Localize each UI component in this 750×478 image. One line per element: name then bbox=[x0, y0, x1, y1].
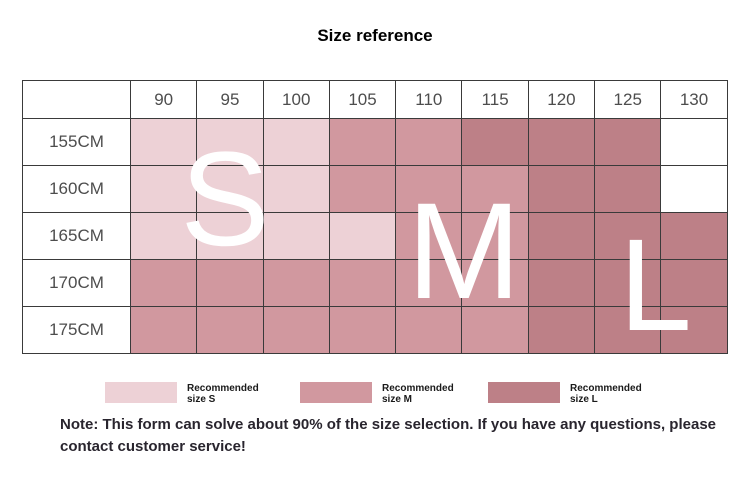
size-cell bbox=[329, 307, 397, 354]
size-table-wrap: 90 95 100 105 110 115 120 125 130 155CM 160CM 165CM… bbox=[22, 80, 728, 354]
size-cell bbox=[329, 119, 397, 166]
weight-header: 100 bbox=[263, 81, 330, 119]
weight-header: 115 bbox=[462, 81, 529, 119]
size-cell bbox=[595, 119, 662, 166]
page-title: Size reference bbox=[317, 26, 433, 45]
size-cell bbox=[396, 166, 463, 213]
height-row-header: 155CM bbox=[23, 119, 131, 166]
size-cell bbox=[462, 166, 529, 213]
size-cell bbox=[131, 260, 198, 307]
legend-swatch-s bbox=[105, 382, 177, 403]
size-cell bbox=[197, 307, 264, 354]
size-cell bbox=[462, 307, 529, 354]
height-row-header: 165CM bbox=[23, 213, 131, 260]
weight-header: 120 bbox=[528, 81, 596, 119]
size-cell bbox=[396, 307, 463, 354]
size-cell bbox=[595, 213, 662, 260]
legend-label-s: Recommended size S bbox=[187, 383, 259, 405]
size-cell bbox=[131, 166, 198, 213]
size-cell bbox=[329, 213, 397, 260]
size-cell bbox=[263, 307, 330, 354]
size-cell bbox=[131, 213, 198, 260]
size-cell bbox=[595, 307, 662, 354]
size-cell bbox=[197, 260, 264, 307]
legend-label-l: Recommended size L bbox=[570, 383, 642, 405]
weight-header: 125 bbox=[595, 81, 662, 119]
height-row-header: 160CM bbox=[23, 166, 131, 213]
size-cell bbox=[528, 119, 596, 166]
size-cell bbox=[197, 119, 264, 166]
size-cell bbox=[595, 166, 662, 213]
size-cell bbox=[131, 307, 198, 354]
legend-swatch-l bbox=[488, 382, 560, 403]
size-cell bbox=[661, 307, 728, 354]
size-cell bbox=[263, 260, 330, 307]
size-cell bbox=[263, 119, 330, 166]
size-cell bbox=[661, 213, 728, 260]
size-cell bbox=[396, 260, 463, 307]
size-cell bbox=[462, 260, 529, 307]
weight-header: 95 bbox=[197, 81, 264, 119]
note-text: Note: This form can solve about 90% of t… bbox=[60, 416, 717, 455]
size-cell bbox=[462, 213, 529, 260]
height-row-header: 170CM bbox=[23, 260, 131, 307]
size-table: 90 95 100 105 110 115 120 125 130 155CM 160CM 165CM… bbox=[23, 81, 728, 354]
weight-header: 110 bbox=[396, 81, 463, 119]
size-cell bbox=[396, 213, 463, 260]
weight-header: 105 bbox=[329, 81, 397, 119]
size-cell bbox=[197, 213, 264, 260]
size-cell bbox=[131, 119, 198, 166]
size-cell bbox=[528, 213, 596, 260]
size-cell bbox=[396, 119, 463, 166]
size-cell bbox=[661, 119, 728, 166]
size-cell bbox=[263, 166, 330, 213]
height-row-header: 175CM bbox=[23, 307, 131, 354]
size-cell bbox=[197, 166, 264, 213]
legend-item-m: Recommended size M bbox=[300, 382, 454, 405]
size-cell bbox=[528, 307, 596, 354]
size-cell bbox=[329, 260, 397, 307]
size-cell bbox=[462, 119, 529, 166]
weight-header: 90 bbox=[131, 81, 198, 119]
legend-item-l: Recommended size L bbox=[488, 382, 642, 405]
size-cell bbox=[329, 166, 397, 213]
size-cell bbox=[661, 260, 728, 307]
size-cell bbox=[595, 260, 662, 307]
size-cell bbox=[263, 213, 330, 260]
table-corner-cell bbox=[23, 81, 131, 119]
size-cell bbox=[528, 166, 596, 213]
legend-label-m: Recommended size M bbox=[382, 383, 454, 405]
weight-header: 130 bbox=[661, 81, 728, 119]
size-cell bbox=[661, 166, 728, 213]
size-cell bbox=[528, 260, 596, 307]
legend-swatch-m bbox=[300, 382, 372, 403]
legend-item-s: Recommended size S bbox=[105, 382, 259, 405]
